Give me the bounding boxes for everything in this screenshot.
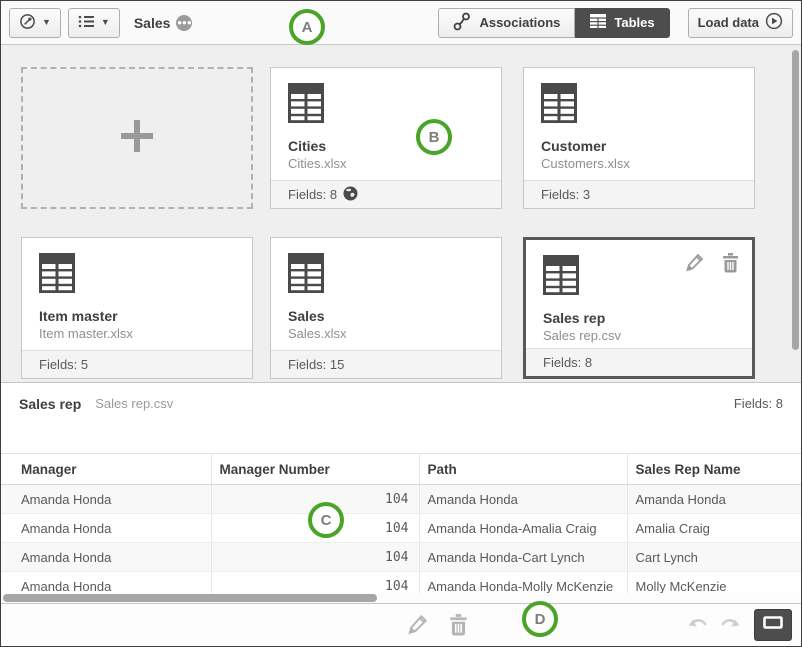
load-data-button[interactable]: Load data (687, 7, 793, 38)
table-row: Amanda Honda 104 Amanda Honda Amanda Hon… (1, 484, 801, 514)
edit-table-icon[interactable] (684, 252, 705, 278)
table-icon (543, 255, 579, 299)
cell: Molly McKenzie (627, 571, 801, 593)
card-title: Sales (288, 308, 325, 324)
card-title: Sales rep (543, 310, 606, 326)
card-fields-count: Fields: 8 (288, 187, 338, 202)
top-toolbar: ▼ ▼ Sales ●●● Associations (1, 1, 801, 45)
view-list-button[interactable]: ▼ (67, 7, 120, 38)
cell: Amanda Honda (1, 542, 212, 572)
table-row: Amanda Honda 104 Amanda Honda-Cart Lynch… (1, 542, 801, 572)
cell: Amanda Honda (419, 484, 628, 514)
undo-icon[interactable] (687, 615, 710, 640)
cell: Amanda Honda (627, 484, 801, 514)
cell: Amanda Honda (1, 513, 212, 543)
card-filename: Sales rep.csv (543, 328, 622, 343)
table-row: Amanda Honda 104 Amanda Honda-Molly McKe… (1, 571, 801, 593)
bottom-toolbar (1, 603, 801, 646)
redo-icon[interactable] (718, 615, 741, 640)
button-label: Load data (697, 15, 759, 30)
compass-icon (19, 13, 36, 33)
table-card-customer[interactable]: Customer Customers.xlsx Fields: 3 (523, 67, 755, 209)
tab-label: Associations (479, 15, 561, 30)
cell: Amanda Honda-Molly McKenzie (419, 571, 628, 593)
table-card-item-master[interactable]: Item master Item master.xlsx Fields: 5 (21, 237, 253, 379)
card-filename: Cities.xlsx (288, 156, 347, 171)
table-card-sales[interactable]: Sales Sales.xlsx Fields: 15 (270, 237, 502, 379)
ellipsis-icon[interactable]: ●●● (176, 14, 193, 31)
navigation-menu-button[interactable]: ▼ (9, 7, 61, 38)
edit-icon[interactable] (406, 613, 429, 641)
caret-down-icon: ▼ (42, 17, 51, 27)
delete-icon[interactable] (448, 613, 469, 641)
add-table-card[interactable] (21, 67, 253, 209)
play-icon (765, 12, 783, 33)
preview-header: Sales rep Sales rep.csv Fields: 8 (1, 382, 801, 424)
cell: Amalia Craig (627, 513, 801, 543)
view-switcher: Associations Tables (438, 7, 670, 38)
card-fields-count: Fields: 8 (543, 355, 593, 370)
table-icon (541, 83, 577, 127)
data-model-viewer-button[interactable] (754, 609, 792, 641)
column-header-sales-rep-name[interactable]: Sales Rep Name (627, 453, 801, 485)
globe-icon (343, 186, 358, 204)
card-title: Customer (541, 138, 607, 154)
table-card-cities[interactable]: Cities Cities.xlsx Fields: 8 (270, 67, 502, 209)
card-filename: Sales.xlsx (288, 326, 347, 341)
card-fields-count: Fields: 5 (39, 357, 89, 372)
cell: Amanda Honda (1, 484, 212, 514)
table-header-row: Manager Manager Number Path Sales Rep Na… (1, 453, 801, 485)
column-header-path[interactable]: Path (419, 453, 628, 485)
data-model-viewer-icon (763, 616, 783, 634)
list-icon (78, 14, 95, 32)
tab-label: Tables (614, 15, 655, 30)
annotation-c: C (308, 502, 344, 538)
preview-table: Manager Manager Number Path Sales Rep Na… (1, 424, 801, 593)
table-icon (288, 253, 324, 297)
card-fields-count: Fields: 3 (541, 187, 591, 202)
annotation-d: D (522, 601, 558, 637)
table-grid-icon (590, 14, 607, 31)
cell: 104 (211, 571, 420, 593)
annotation-a: A (289, 9, 325, 45)
card-filename: Item master.xlsx (39, 326, 133, 341)
preview-file-name: Sales rep.csv (95, 396, 174, 411)
tab-tables[interactable]: Tables (575, 7, 670, 38)
card-fields-count: Fields: 15 (288, 357, 345, 372)
caret-down-icon: ▼ (100, 17, 110, 27)
column-header-manager[interactable]: Manager (1, 453, 212, 485)
cell: Amanda Honda-Cart Lynch (419, 542, 628, 572)
table-row: Amanda Honda 104 Amanda Honda-Amalia Cra… (1, 513, 801, 543)
card-title: Cities (288, 138, 327, 154)
column-header-manager-number[interactable]: Manager Number (211, 453, 420, 485)
app-title: Sales (133, 14, 171, 31)
annotation-b: B (416, 119, 452, 155)
delete-table-icon[interactable] (721, 252, 740, 278)
plus-icon (121, 119, 153, 157)
cell: 104 (211, 542, 420, 572)
associations-icon (453, 12, 471, 34)
horizontal-scrollbar (1, 593, 801, 603)
tab-associations[interactable]: Associations (438, 7, 576, 38)
cell: Cart Lynch (627, 542, 801, 572)
cell: Amanda Honda-Amalia Craig (419, 513, 628, 543)
table-icon (39, 253, 75, 297)
card-title: Item master (39, 308, 118, 324)
preview-table-name: Sales rep (19, 395, 82, 412)
horizontal-scrollbar-thumb[interactable] (3, 594, 377, 602)
cell: Amanda Honda (1, 571, 212, 593)
preview-fields-count: Fields: 8 (733, 396, 783, 411)
table-icon (288, 83, 324, 127)
card-filename: Customers.xlsx (541, 156, 630, 171)
tables-canvas: Cities Cities.xlsx Fields: 8 Customer Cu… (1, 45, 801, 382)
table-card-sales-rep[interactable]: Sales rep Sales rep.csv Fields: 8 (523, 237, 755, 379)
vertical-scrollbar-thumb[interactable] (792, 50, 799, 350)
